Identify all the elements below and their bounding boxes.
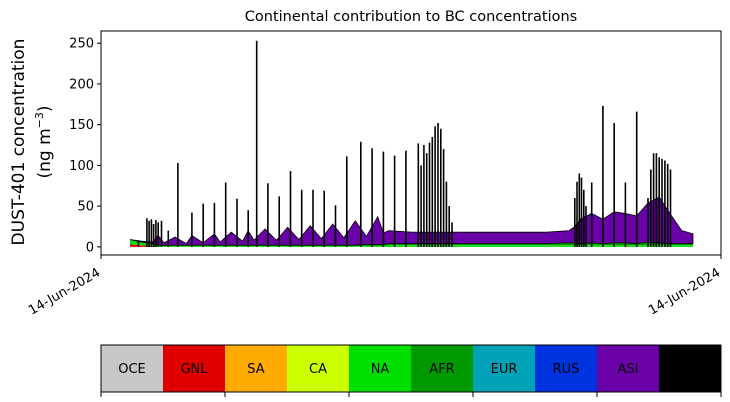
spike-lines: [137, 40, 672, 247]
legend-label-eur: EUR: [491, 362, 518, 377]
legend-swatch-oce: [101, 345, 163, 392]
legend-colorbar: OCE GNL SA CA NA AFR EUR RUS ASI AUS: [100, 344, 722, 397]
legend-label-aus: AUS: [677, 362, 704, 377]
legend-label-rus: RUS: [553, 362, 580, 377]
legend-swatch-na: [349, 345, 411, 392]
legend-label-oce: OCE: [118, 362, 146, 377]
legend-label-gnl: GNL: [180, 362, 208, 377]
y-tick-label-0: 0: [86, 240, 94, 255]
legend-label-asi: ASI: [618, 362, 639, 377]
legend-label-sa: SA: [247, 362, 264, 377]
y-tick-label-250: 250: [69, 37, 94, 52]
x-tick-label-0: 14-Jun-2024: [26, 265, 103, 318]
y-axis-label: DUST-401 concentration (ng m−3): [9, 39, 55, 246]
legend-label-afr: AFR: [429, 362, 454, 377]
area-afr: [130, 239, 693, 246]
x-tick-label-1: 14-Jun-2024: [646, 265, 723, 318]
area-asi: [129, 196, 694, 246]
legend-swatch-rus: [535, 345, 597, 392]
y-axis-label-line1: DUST-401 concentration: [9, 39, 29, 246]
y-tick-label-150: 150: [69, 118, 94, 133]
stacked-areas: [129, 196, 694, 247]
y-axis-ticks: 0 50 100 150 200 250: [69, 37, 101, 255]
y-tick-label-100: 100: [69, 159, 94, 174]
legend-label-ca: CA: [309, 362, 327, 377]
y-axis-label-prefix: (ng m: [35, 128, 55, 178]
y-tick-label-50: 50: [77, 200, 94, 215]
y-tick-label-200: 200: [69, 77, 94, 92]
legend-swatch-ca: [287, 345, 349, 392]
legend-swatch-asi: [597, 345, 659, 392]
legend-swatch-eur: [473, 345, 535, 392]
legend-swatch-sa: [225, 345, 287, 392]
chart-title: Continental contribution to BC concentra…: [245, 9, 577, 25]
legend-swatch-gnl: [163, 345, 225, 392]
legend-label-na: NA: [371, 362, 390, 377]
plot-frame: [100, 30, 722, 256]
area-na: [130, 240, 693, 247]
y-axis-label-suffix: ): [35, 105, 55, 112]
y-axis-label-line2: (ng m−3): [33, 105, 55, 178]
legend-swatch-afr: [411, 345, 473, 392]
y-axis-label-superscript: −3: [33, 112, 46, 128]
legend-swatch-aus: [659, 345, 721, 392]
x-axis-ticks: 14-Jun-2024 14-Jun-2024: [26, 255, 723, 318]
legend-frame: [100, 344, 722, 393]
plot-area: [100, 30, 722, 256]
